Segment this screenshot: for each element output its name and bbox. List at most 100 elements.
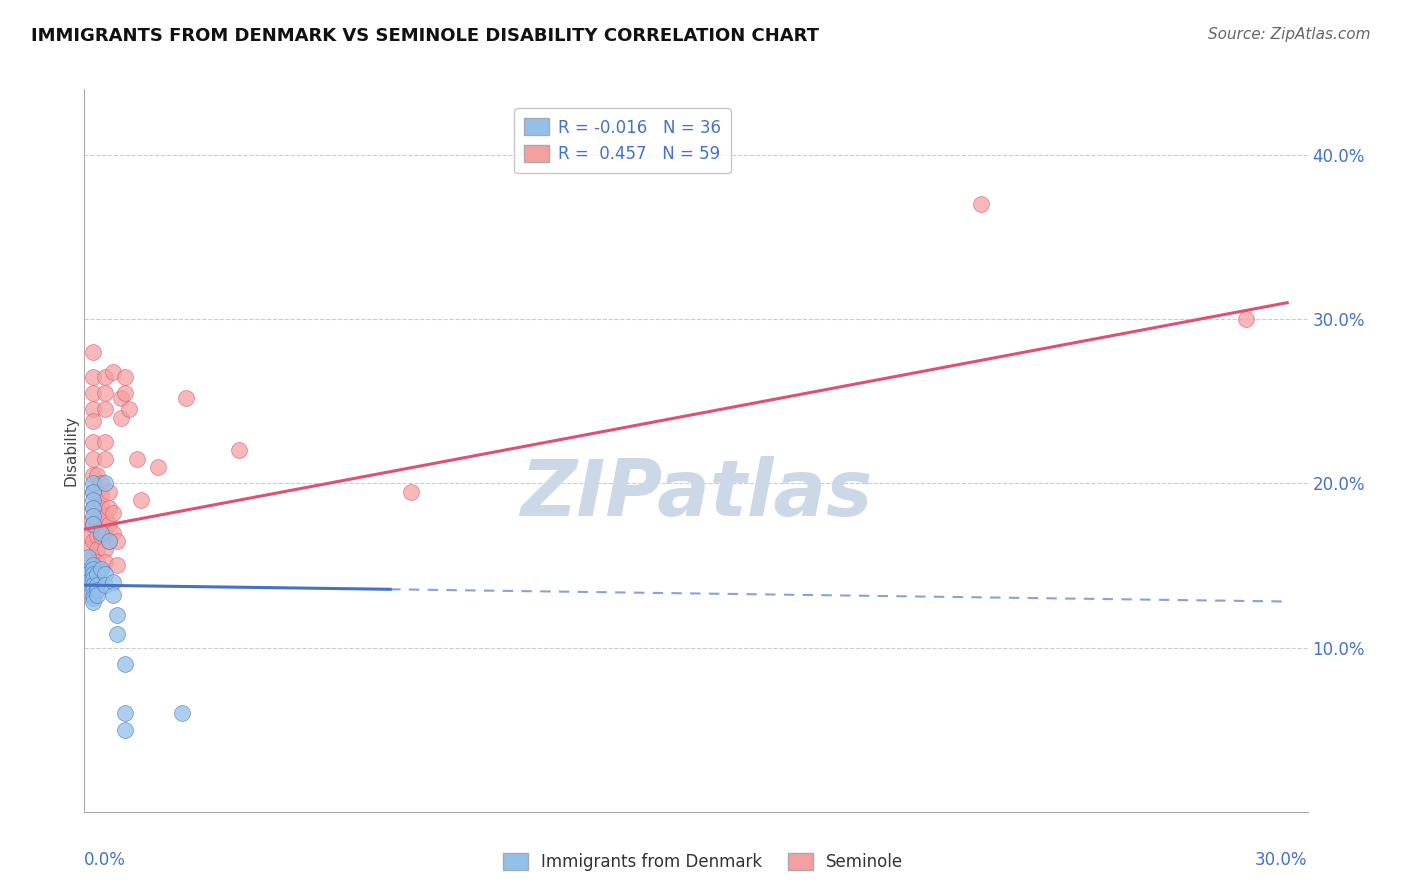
Legend: R = -0.016   N = 36, R =  0.457   N = 59: R = -0.016 N = 36, R = 0.457 N = 59	[515, 108, 731, 173]
Point	[86, 529, 108, 543]
Point	[90, 525, 112, 540]
Point	[118, 402, 141, 417]
Point	[82, 435, 104, 450]
Point	[82, 588, 104, 602]
Point	[86, 582, 108, 597]
Point	[93, 509, 115, 524]
Point	[82, 484, 104, 499]
Point	[228, 443, 250, 458]
Point	[77, 550, 100, 565]
Point	[172, 706, 194, 721]
Point	[82, 476, 104, 491]
Point	[82, 517, 104, 532]
Point	[82, 572, 104, 586]
Point	[82, 386, 104, 401]
Point	[82, 492, 104, 507]
Point	[77, 566, 100, 581]
Point	[82, 562, 104, 576]
Point	[90, 488, 112, 502]
Point	[82, 468, 104, 483]
Point	[90, 562, 112, 576]
Point	[131, 492, 153, 507]
Point	[77, 541, 100, 556]
Point	[93, 402, 115, 417]
Point	[86, 578, 108, 592]
Point	[86, 484, 108, 499]
Point	[101, 365, 124, 379]
Point	[82, 500, 104, 515]
Point	[399, 484, 422, 499]
Point	[97, 533, 120, 548]
Point	[970, 197, 993, 211]
Point	[82, 533, 104, 548]
Point	[174, 391, 197, 405]
Point	[93, 525, 115, 540]
Point	[93, 566, 115, 581]
Point	[86, 468, 108, 483]
Point	[93, 369, 115, 384]
Point	[114, 386, 136, 401]
Point	[114, 369, 136, 384]
Point	[77, 517, 100, 532]
Point	[105, 607, 128, 622]
Point	[82, 402, 104, 417]
Point	[105, 627, 128, 641]
Point	[82, 451, 104, 466]
Point	[82, 484, 104, 499]
Point	[82, 582, 104, 597]
Point	[82, 578, 104, 592]
Point	[101, 574, 124, 589]
Point	[86, 500, 108, 515]
Point	[97, 500, 120, 515]
Point	[82, 517, 104, 532]
Point	[1236, 312, 1258, 326]
Point	[93, 555, 115, 569]
Point	[82, 500, 104, 515]
Point	[114, 706, 136, 721]
Point	[86, 517, 108, 532]
Point	[127, 451, 149, 466]
Point	[82, 369, 104, 384]
Point	[97, 484, 120, 499]
Text: 30.0%: 30.0%	[1256, 851, 1308, 869]
Point	[110, 410, 132, 425]
Point	[105, 533, 128, 548]
Point	[90, 529, 112, 543]
Legend: Immigrants from Denmark, Seminole: Immigrants from Denmark, Seminole	[495, 845, 911, 880]
Point	[97, 517, 120, 532]
Point	[101, 506, 124, 520]
Point	[82, 558, 104, 573]
Point	[82, 591, 104, 606]
Point	[82, 550, 104, 565]
Point	[93, 386, 115, 401]
Point	[93, 578, 115, 592]
Point	[86, 588, 108, 602]
Point	[90, 476, 112, 491]
Point	[110, 391, 132, 405]
Point	[90, 500, 112, 515]
Point	[86, 541, 108, 556]
Point	[93, 435, 115, 450]
Text: 0.0%: 0.0%	[84, 851, 127, 869]
Point	[114, 657, 136, 671]
Text: IMMIGRANTS FROM DENMARK VS SEMINOLE DISABILITY CORRELATION CHART: IMMIGRANTS FROM DENMARK VS SEMINOLE DISA…	[31, 27, 818, 45]
Point	[101, 525, 124, 540]
Point	[86, 566, 108, 581]
Text: Source: ZipAtlas.com: Source: ZipAtlas.com	[1208, 27, 1371, 42]
Point	[77, 574, 100, 589]
Point	[86, 555, 108, 569]
Point	[82, 345, 104, 359]
Point	[101, 588, 124, 602]
Y-axis label: Disability: Disability	[63, 415, 79, 486]
Point	[82, 414, 104, 428]
Point	[97, 533, 120, 548]
Point	[93, 476, 115, 491]
Point	[82, 566, 104, 581]
Point	[82, 594, 104, 608]
Point	[93, 451, 115, 466]
Point	[105, 558, 128, 573]
Text: ZIPatlas: ZIPatlas	[520, 456, 872, 532]
Point	[90, 517, 112, 532]
Point	[77, 529, 100, 543]
Point	[146, 459, 169, 474]
